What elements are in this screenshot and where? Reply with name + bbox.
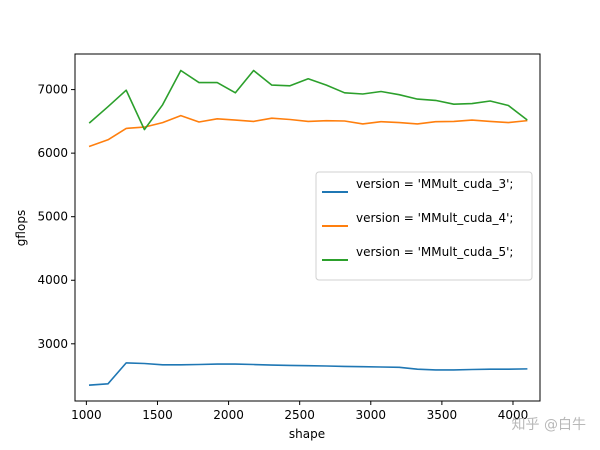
series-line-1 [88,362,528,386]
y-axis-label: gflops [14,210,28,246]
y-tick-label: 5000 [37,210,68,224]
y-axis: 3000 4000 5000 6000 7000 [37,83,75,351]
x-tick-label: 2000 [213,408,244,422]
legend-label-2: version = 'MMult_cuda_4'; [356,211,513,225]
x-tick-label: 3000 [356,408,387,422]
x-axis: 1000 1500 2000 2500 3000 3500 4000 [71,401,528,422]
watermark: 知乎 @白牛 [511,417,586,433]
series-layer [88,69,528,386]
series-line-2 [88,114,528,148]
x-tick-label: 4000 [498,408,529,422]
legend-label-1: version = 'MMult_cuda_3'; [356,177,513,191]
x-tick-label: 3500 [427,408,458,422]
legend-box [315,171,533,281]
x-tick-label: 1000 [71,408,102,422]
x-tick-label: 1500 [142,408,173,422]
legend: version = 'MMult_cuda_3';version = 'MMul… [315,171,533,281]
x-tick-label: 2500 [284,408,315,422]
x-axis-label: shape [289,427,325,441]
y-tick-label: 6000 [37,146,68,160]
plot-frame [74,53,541,402]
y-tick-label: 7000 [37,83,68,97]
legend-label-3: version = 'MMult_cuda_5'; [356,245,513,259]
series-line-3 [88,69,528,131]
y-tick-label: 4000 [37,273,68,287]
y-tick-label: 3000 [37,337,68,351]
